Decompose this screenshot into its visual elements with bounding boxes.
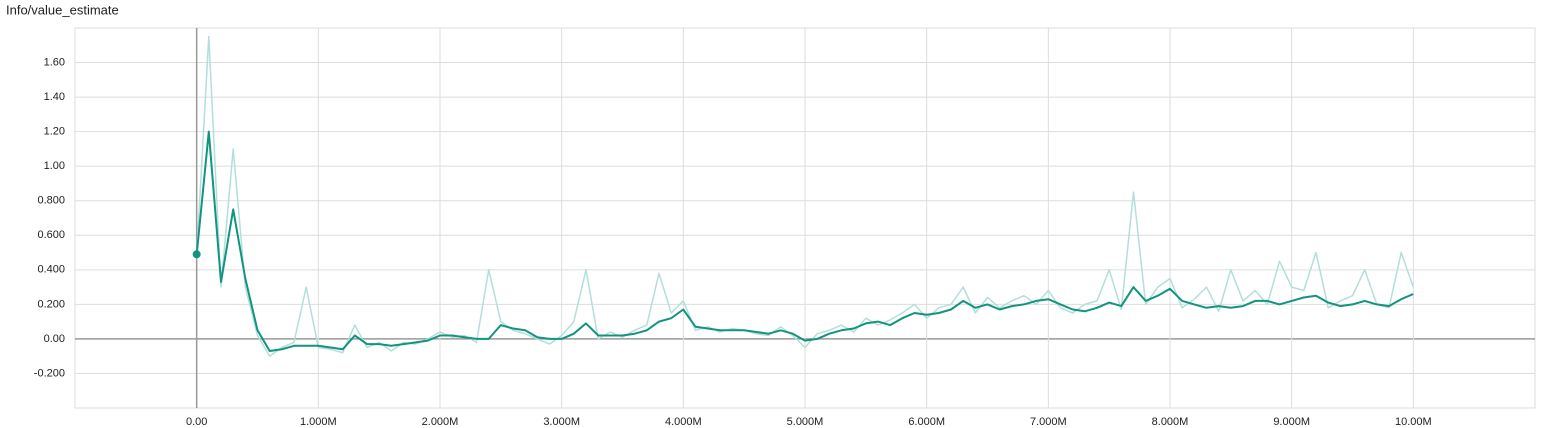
x-tick-label: 8.000M [1152, 416, 1189, 428]
x-tick-label: 4.000M [665, 416, 702, 428]
hover-dot [192, 250, 201, 259]
y-tick-label: 1.60 [44, 56, 65, 68]
x-tick-label: 0.00 [186, 416, 207, 428]
x-tick-label: 5.000M [787, 416, 824, 428]
y-tick-label: 1.00 [44, 160, 65, 172]
y-tick-label: -0.200 [34, 367, 65, 379]
chart-title: Info/value_estimate [6, 2, 119, 17]
x-tick-label: 10.00M [1395, 416, 1432, 428]
y-tick-label: 1.40 [44, 91, 65, 103]
y-tick-label: 0.600 [37, 229, 65, 241]
x-tick-label: 6.000M [908, 416, 945, 428]
y-tick-label: 0.00 [44, 333, 65, 345]
x-tick-label: 2.000M [422, 416, 459, 428]
y-tick-label: 1.20 [44, 126, 65, 138]
x-tick-label: 9.000M [1273, 416, 1310, 428]
x-tick-label: 1.000M [300, 416, 337, 428]
y-tick-label: 0.800 [37, 195, 65, 207]
y-tick-label: 0.400 [37, 264, 65, 276]
x-tick-label: 7.000M [1030, 416, 1067, 428]
series-line [195, 130, 1414, 352]
y-tick-label: 0.200 [37, 298, 65, 310]
x-tick-label: 3.000M [543, 416, 580, 428]
